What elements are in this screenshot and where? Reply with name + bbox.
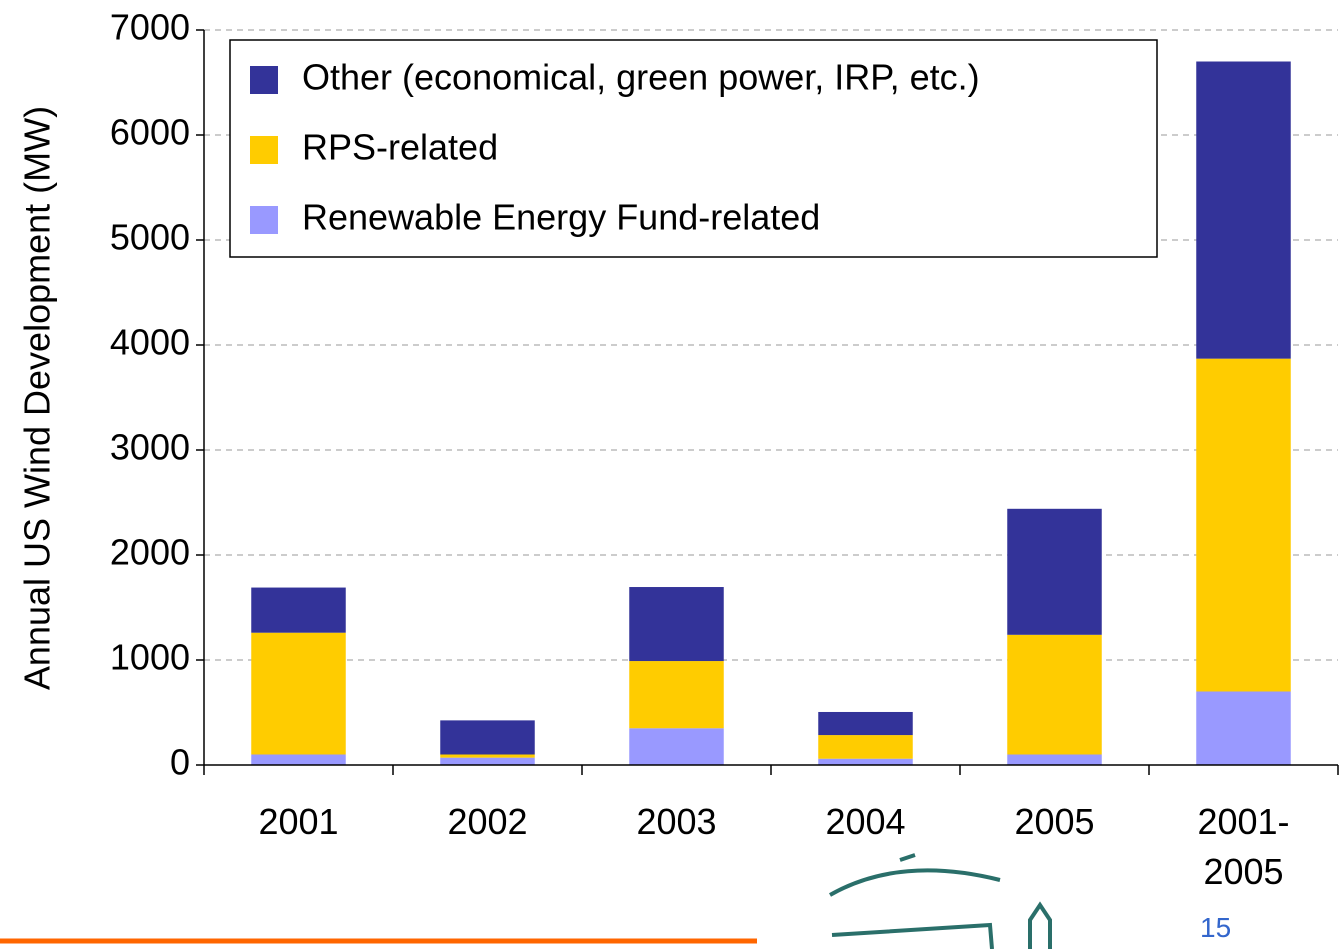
y-tick-label: 4000 [110, 322, 190, 363]
x-tick-label: 2003 [636, 801, 717, 842]
bar-segment [1007, 508, 1102, 635]
bar-segment [629, 728, 724, 765]
bar-segment [251, 632, 346, 755]
bar-segment [818, 711, 913, 736]
bar-segment [440, 757, 535, 765]
x-tick-label: 2002 [447, 801, 528, 842]
legend-label: Other (economical, green power, IRP, etc… [302, 57, 980, 98]
legend-box [229, 39, 1158, 258]
y-tick-label: 3000 [110, 427, 190, 468]
bar-segment [629, 587, 724, 662]
bar-segment [818, 735, 913, 759]
legend-label: Renewable Energy Fund-related [302, 197, 820, 238]
x-tick-label: 2004 [825, 801, 906, 842]
bar-segment [251, 587, 346, 633]
x-tick-label: 2001- 2005 [1197, 801, 1290, 892]
legend-swatch [250, 66, 278, 94]
legend-swatch [250, 206, 278, 234]
y-tick-label: 2000 [110, 532, 190, 573]
bar-segment [818, 758, 913, 765]
legend-label: RPS-related [302, 127, 498, 168]
bar-segment [1196, 358, 1291, 692]
logo [829, 853, 1052, 949]
y-tick-label: 0 [170, 742, 190, 783]
y-tick-label: 6000 [110, 112, 190, 153]
y-tick-label: 5000 [110, 217, 190, 258]
page-number: 15 [1200, 912, 1232, 943]
y-axis-label: Annual US Wind Development (MW) [17, 106, 58, 690]
bar-segment [251, 754, 346, 765]
bar-segment [440, 720, 535, 755]
x-tick-label: 2001 [258, 801, 339, 842]
bar-segment [440, 754, 535, 758]
bar-segment [629, 661, 724, 729]
y-tick-label: 7000 [110, 7, 190, 48]
bar-segment [1196, 691, 1291, 765]
legend-swatch [250, 136, 278, 164]
x-tick-label: 2005 [1014, 801, 1095, 842]
bar-segment [1007, 754, 1102, 765]
bar-segment [1007, 634, 1102, 755]
y-tick-label: 1000 [110, 637, 190, 678]
bar-segment [1196, 61, 1291, 359]
